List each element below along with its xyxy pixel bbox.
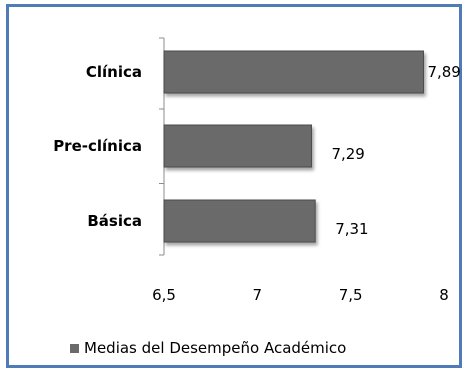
data-label: 7,29 bbox=[331, 145, 364, 163]
category-label: Pre-clínica bbox=[53, 137, 142, 155]
bar-1 bbox=[163, 124, 312, 168]
legend-label: Medias del Desempeño Académico bbox=[84, 339, 346, 357]
data-label: 7,31 bbox=[335, 220, 368, 238]
bar-2 bbox=[163, 199, 316, 243]
category-label: Básica bbox=[87, 212, 142, 230]
x-tick-label: 7 bbox=[253, 286, 263, 304]
bar-0 bbox=[163, 50, 424, 94]
category-label: Clínica bbox=[86, 63, 142, 81]
data-label: 7,89 bbox=[427, 63, 460, 81]
x-tick-label: 6,5 bbox=[152, 286, 176, 304]
x-tick-label: 7,5 bbox=[339, 286, 363, 304]
x-tick-label: 8 bbox=[439, 286, 449, 304]
legend-swatch bbox=[70, 344, 79, 353]
